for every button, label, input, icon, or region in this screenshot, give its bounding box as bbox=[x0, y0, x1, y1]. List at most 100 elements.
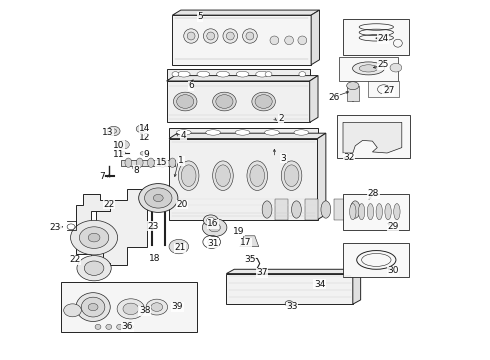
Circle shape bbox=[172, 72, 179, 77]
Text: 4: 4 bbox=[181, 131, 187, 140]
Bar bbox=[343, 19, 409, 55]
Circle shape bbox=[77, 256, 111, 281]
Ellipse shape bbox=[136, 158, 143, 167]
Text: 37: 37 bbox=[256, 269, 268, 277]
Text: 9: 9 bbox=[143, 150, 149, 158]
Text: 15: 15 bbox=[156, 158, 168, 167]
Bar bbox=[337, 115, 410, 158]
Ellipse shape bbox=[122, 152, 125, 154]
Text: 29: 29 bbox=[387, 222, 399, 231]
Polygon shape bbox=[91, 189, 167, 271]
Text: 22: 22 bbox=[103, 200, 114, 209]
Text: 23: 23 bbox=[147, 222, 159, 231]
Polygon shape bbox=[240, 236, 259, 247]
Circle shape bbox=[64, 304, 81, 317]
Ellipse shape bbox=[187, 32, 195, 40]
Ellipse shape bbox=[243, 29, 257, 43]
Ellipse shape bbox=[368, 204, 374, 220]
Circle shape bbox=[169, 239, 189, 254]
Ellipse shape bbox=[250, 165, 265, 186]
Text: 28: 28 bbox=[368, 189, 379, 198]
Circle shape bbox=[111, 129, 117, 133]
Bar bbox=[343, 194, 409, 230]
Polygon shape bbox=[169, 128, 318, 137]
Polygon shape bbox=[167, 69, 310, 79]
Ellipse shape bbox=[265, 130, 279, 135]
Ellipse shape bbox=[173, 92, 197, 111]
Circle shape bbox=[79, 227, 109, 248]
Ellipse shape bbox=[206, 130, 220, 135]
Ellipse shape bbox=[203, 215, 218, 226]
Ellipse shape bbox=[216, 95, 233, 108]
Circle shape bbox=[153, 194, 163, 202]
Ellipse shape bbox=[255, 95, 272, 108]
Polygon shape bbox=[121, 160, 175, 166]
Text: 14: 14 bbox=[139, 124, 151, 133]
Polygon shape bbox=[318, 133, 326, 220]
Ellipse shape bbox=[177, 95, 194, 108]
Circle shape bbox=[117, 299, 145, 319]
Ellipse shape bbox=[216, 165, 230, 186]
Ellipse shape bbox=[298, 36, 307, 45]
Text: 24: 24 bbox=[378, 34, 389, 43]
Text: 39: 39 bbox=[172, 302, 183, 311]
Text: 34: 34 bbox=[314, 280, 325, 289]
Ellipse shape bbox=[358, 204, 365, 220]
Polygon shape bbox=[169, 139, 318, 220]
Bar bbox=[61, 282, 197, 332]
Ellipse shape bbox=[197, 71, 210, 77]
Text: 10: 10 bbox=[113, 140, 124, 150]
Text: 38: 38 bbox=[139, 306, 150, 315]
Bar bbox=[368, 81, 399, 97]
Polygon shape bbox=[169, 133, 326, 139]
Bar bbox=[305, 199, 318, 220]
Text: 8: 8 bbox=[133, 166, 139, 175]
Text: 22: 22 bbox=[70, 256, 80, 264]
Ellipse shape bbox=[127, 324, 133, 329]
Ellipse shape bbox=[81, 297, 105, 317]
Polygon shape bbox=[172, 15, 311, 65]
Bar bbox=[343, 243, 409, 277]
Circle shape bbox=[390, 63, 402, 72]
Circle shape bbox=[88, 303, 98, 311]
Ellipse shape bbox=[184, 29, 198, 43]
Circle shape bbox=[139, 184, 178, 212]
Text: 18: 18 bbox=[148, 254, 160, 263]
Bar bbox=[275, 199, 288, 220]
Polygon shape bbox=[172, 10, 319, 15]
Text: 35: 35 bbox=[244, 256, 256, 264]
Circle shape bbox=[202, 219, 227, 237]
Bar bbox=[334, 199, 347, 220]
Ellipse shape bbox=[394, 204, 400, 220]
Ellipse shape bbox=[181, 165, 196, 186]
Text: 1: 1 bbox=[178, 156, 184, 165]
Circle shape bbox=[88, 233, 100, 242]
Text: 25: 25 bbox=[377, 60, 389, 69]
Ellipse shape bbox=[321, 201, 331, 218]
Ellipse shape bbox=[294, 130, 309, 135]
Polygon shape bbox=[311, 10, 319, 65]
Ellipse shape bbox=[292, 201, 301, 218]
Text: 31: 31 bbox=[207, 238, 219, 248]
Ellipse shape bbox=[147, 158, 154, 167]
Bar bbox=[347, 86, 359, 101]
Text: 11: 11 bbox=[113, 150, 124, 158]
Ellipse shape bbox=[236, 71, 249, 77]
Ellipse shape bbox=[76, 293, 110, 321]
Text: 13: 13 bbox=[102, 128, 114, 137]
Ellipse shape bbox=[246, 32, 254, 40]
Text: 6: 6 bbox=[188, 81, 194, 90]
Ellipse shape bbox=[359, 65, 378, 72]
Ellipse shape bbox=[159, 158, 166, 167]
Ellipse shape bbox=[285, 36, 294, 45]
Circle shape bbox=[71, 220, 118, 255]
Ellipse shape bbox=[178, 161, 199, 190]
Ellipse shape bbox=[203, 29, 218, 43]
Circle shape bbox=[107, 126, 120, 136]
Circle shape bbox=[67, 224, 75, 230]
Circle shape bbox=[209, 223, 221, 232]
Text: 2: 2 bbox=[278, 114, 284, 123]
Ellipse shape bbox=[350, 201, 360, 218]
Text: 12: 12 bbox=[139, 133, 151, 142]
Ellipse shape bbox=[376, 204, 382, 220]
